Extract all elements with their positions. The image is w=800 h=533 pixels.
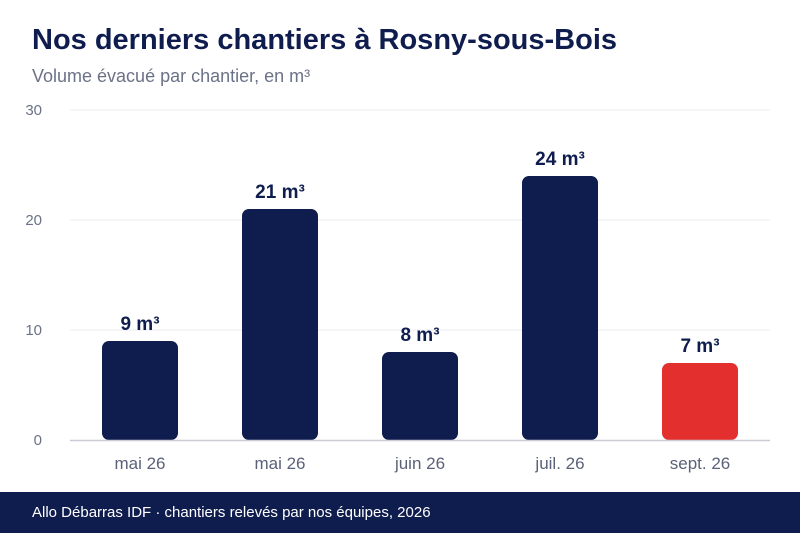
y-tick-label: 20 bbox=[25, 212, 42, 229]
footer-bar: Allo Débarras IDF · chantiers relevés pa… bbox=[0, 492, 800, 533]
data-label: 24 m³ bbox=[535, 149, 585, 170]
chart-title: Nos derniers chantiers à Rosny-sous-Bois bbox=[32, 24, 617, 56]
data-label: 7 m³ bbox=[680, 336, 719, 357]
y-tick-label: 10 bbox=[25, 322, 42, 339]
data-label: 21 m³ bbox=[255, 182, 305, 203]
chart-subtitle: Volume évacué par chantier, en m³ bbox=[32, 66, 311, 86]
data-label: 9 m³ bbox=[120, 314, 159, 335]
x-tick-label: juin 26 bbox=[394, 454, 445, 473]
footer-source: Allo Débarras IDF · chantiers relevés pa… bbox=[32, 504, 431, 521]
bar bbox=[382, 352, 458, 440]
x-tick-label: juil. 26 bbox=[534, 454, 584, 473]
x-tick-label: mai 26 bbox=[254, 454, 305, 473]
bar bbox=[662, 363, 738, 440]
bar bbox=[242, 209, 318, 440]
bar bbox=[102, 341, 178, 440]
y-tick-label: 30 bbox=[25, 102, 42, 119]
bar bbox=[522, 176, 598, 440]
bar-chart: 0 10 20 30 9 m³ mai 26 21 m³ mai 26 8 m³ juin 26 2… bbox=[25, 102, 770, 473]
x-tick-label: sept. 26 bbox=[670, 454, 731, 473]
y-tick-label: 0 bbox=[34, 432, 42, 449]
x-tick-label: mai 26 bbox=[114, 454, 165, 473]
data-label: 8 m³ bbox=[400, 325, 439, 346]
